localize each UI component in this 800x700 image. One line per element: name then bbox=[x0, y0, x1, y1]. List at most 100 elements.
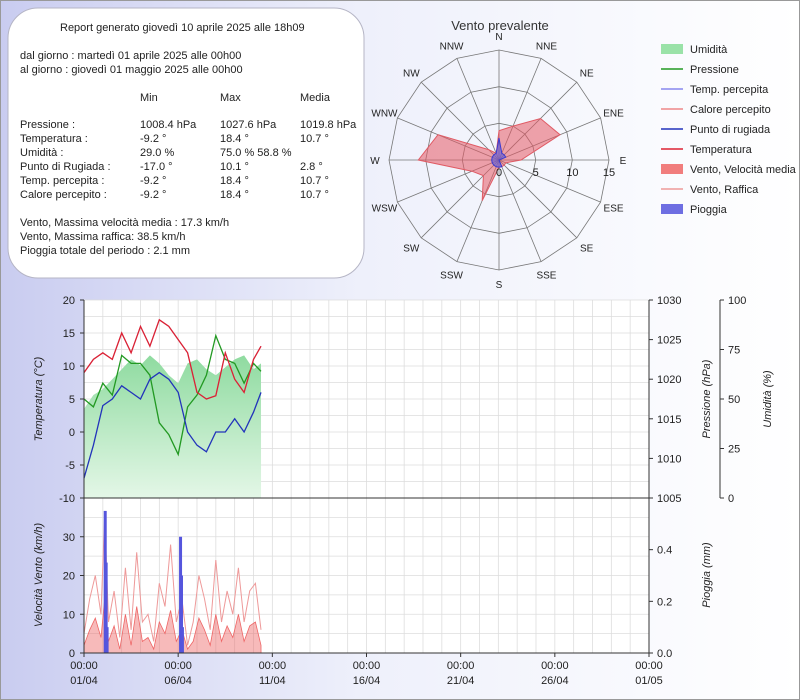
rose-spoke bbox=[456, 58, 500, 161]
legend-item: Temperatura bbox=[661, 144, 753, 156]
report-panel: Report generato giovedì 10 aprile 2025 a… bbox=[7, 7, 365, 279]
legend-swatch bbox=[661, 204, 683, 214]
legend-label: Vento, Raffica bbox=[690, 184, 759, 196]
rose-spoke bbox=[420, 81, 500, 161]
legend-item: Calore percepito bbox=[661, 104, 771, 116]
rose-direction-label: SW bbox=[403, 244, 420, 255]
report-title: Report generato giovedì 10 aprile 2025 a… bbox=[60, 22, 305, 34]
rose-spoke bbox=[498, 159, 601, 203]
legend-label: Temp. percepita bbox=[690, 84, 769, 96]
legend-label: Umidità bbox=[690, 44, 728, 56]
stat-max: 75.0 % 58.8 % bbox=[220, 147, 292, 159]
stat-min: -9.2 ° bbox=[140, 189, 166, 201]
temp-tick-label: 0 bbox=[69, 427, 75, 439]
stat-max: 1027.6 hPa bbox=[220, 119, 277, 131]
stat-label: Calore percepito : bbox=[20, 189, 107, 201]
pressure-tick-label: 1025 bbox=[657, 335, 681, 347]
rose-direction-label: S bbox=[496, 280, 503, 291]
x-tick-time: 00:00 bbox=[353, 660, 381, 672]
report-date-to: al giorno : giovedì 01 maggio 2025 alle … bbox=[20, 64, 243, 76]
stat-max: 10.1 ° bbox=[220, 161, 249, 173]
legend-label: Calore percepito bbox=[690, 104, 771, 116]
rose-series-rain bbox=[491, 137, 507, 168]
legend-label: Temperatura bbox=[690, 144, 753, 156]
col-header-max: Max bbox=[220, 92, 241, 104]
wind-max-gust: Vento, Massima raffica: 38.5 km/h bbox=[20, 231, 185, 243]
temp-tick-label: 20 bbox=[63, 295, 75, 307]
x-tick-date: 21/04 bbox=[447, 675, 475, 687]
wind-speed-axis-label: Velocità Vento (km/h) bbox=[33, 522, 45, 627]
legend: Umidità Pressione Temp. percepita Calore pe… bbox=[661, 44, 797, 216]
stat-min: -17.0 ° bbox=[140, 161, 173, 173]
wind-max-avg: Vento, Massima velocità media : 17.3 km/… bbox=[20, 217, 229, 229]
stat-min: -9.2 ° bbox=[140, 133, 166, 145]
stat-avg: 1019.8 hPa bbox=[300, 119, 357, 131]
rose-direction-label: SSE bbox=[536, 271, 556, 282]
stat-label: Umidità : bbox=[20, 147, 63, 159]
series-rain-bar bbox=[179, 575, 183, 653]
stat-min: 1008.4 hPa bbox=[140, 119, 197, 131]
series-pressure-line bbox=[83, 333, 262, 457]
legend-label: Pressione bbox=[690, 64, 739, 76]
stat-min: -9.2 ° bbox=[140, 175, 166, 187]
rose-direction-label: NW bbox=[403, 68, 420, 79]
stat-avg: 2.8 ° bbox=[300, 161, 323, 173]
wind-tick-label: 10 bbox=[63, 609, 75, 621]
temp-tick-label: -5 bbox=[65, 460, 75, 472]
rose-tick-label: 15 bbox=[603, 167, 615, 179]
stats-table: Pressione : 1008.4 hPa 1027.6 hPa 1019.8 hP… bbox=[20, 119, 357, 201]
stat-max: 18.4 ° bbox=[220, 175, 249, 187]
humidity-tick-label: 25 bbox=[728, 444, 740, 456]
stat-avg: 10.7 ° bbox=[300, 189, 329, 201]
pressure-tick-label: 1005 bbox=[657, 493, 681, 505]
rose-direction-label: ESE bbox=[604, 203, 624, 214]
stat-max: 18.4 ° bbox=[220, 133, 249, 145]
x-tick-date: 11/04 bbox=[259, 675, 286, 687]
legend-item: Pioggia bbox=[661, 204, 728, 216]
legend-item: Vento, Velocità media bbox=[661, 164, 797, 176]
x-tick-date: 01/04 bbox=[70, 675, 98, 687]
temp-tick-label: 15 bbox=[63, 328, 75, 340]
stat-max: 18.4 ° bbox=[220, 189, 249, 201]
col-header-min: Min bbox=[140, 92, 158, 104]
legend-item: Temp. percepita bbox=[661, 84, 769, 96]
temperature-axis-label: Temperatura (°C) bbox=[33, 356, 45, 441]
rain-total: Pioggia totale del periodo : 2.1 mm bbox=[20, 245, 190, 257]
rose-direction-label: NE bbox=[580, 68, 594, 79]
wind-rose-chart: N NNE NE ENE E ESE SE SSE S SSW SW WSW W WNW NW NNW 0 5 10… bbox=[370, 32, 626, 291]
pressure-axis-label: Pressione (hPa) bbox=[701, 359, 713, 438]
pressure-tick-label: 1030 bbox=[657, 295, 681, 307]
legend-swatch bbox=[661, 164, 683, 174]
x-tick-date: 26/04 bbox=[541, 675, 569, 687]
legend-item: Vento, Raffica bbox=[661, 184, 759, 196]
time-series-charts: 20151050-5-10103010251020101510101005100… bbox=[33, 295, 774, 687]
x-tick-time: 00:00 bbox=[447, 660, 475, 672]
series-temperature-line bbox=[83, 318, 262, 400]
legend-swatch bbox=[661, 44, 683, 54]
rose-direction-label: WSW bbox=[372, 203, 398, 214]
series-wind-gust-line bbox=[83, 513, 262, 646]
x-tick-time: 00:00 bbox=[70, 660, 98, 672]
wind-tick-label: 0 bbox=[69, 648, 75, 660]
temp-tick-label: 5 bbox=[69, 394, 75, 406]
humidity-tick-label: 75 bbox=[728, 345, 740, 357]
rose-spoke bbox=[498, 159, 578, 239]
humidity-tick-label: 50 bbox=[728, 394, 740, 406]
x-tick-date: 16/04 bbox=[353, 675, 381, 687]
rose-direction-label: NNE bbox=[536, 41, 557, 52]
rain-tick-label: 0.4 bbox=[657, 545, 672, 557]
rose-direction-label: SE bbox=[580, 244, 594, 255]
pressure-tick-label: 1020 bbox=[657, 374, 681, 386]
series-dew-point-line bbox=[83, 371, 262, 479]
rose-direction-label: W bbox=[370, 156, 380, 167]
humidity-tick-label: 100 bbox=[728, 295, 746, 307]
rain-tick-label: 0.0 bbox=[657, 648, 672, 660]
rose-tick-label: 10 bbox=[566, 167, 578, 179]
stat-label: Pressione : bbox=[20, 119, 75, 131]
legend-item: Umidità bbox=[661, 44, 728, 56]
rose-direction-label: N bbox=[495, 32, 502, 43]
temp-tick-label: 10 bbox=[63, 361, 75, 373]
series-rain-bar bbox=[180, 627, 184, 653]
x-tick-time: 00:00 bbox=[164, 660, 192, 672]
